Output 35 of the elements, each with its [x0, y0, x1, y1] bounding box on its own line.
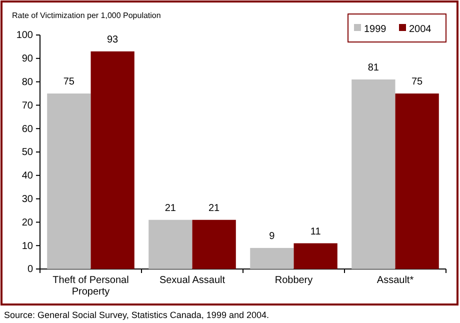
y-tick-label: 40: [22, 170, 34, 182]
y-tick-label: 100: [16, 30, 34, 42]
y-tick-label: 10: [22, 240, 34, 252]
bar: [395, 94, 439, 269]
data-label: 81: [368, 62, 380, 74]
data-label: 75: [63, 76, 75, 88]
data-label: 21: [164, 202, 176, 214]
data-label: 21: [208, 202, 220, 214]
y-tick-label: 30: [22, 194, 34, 205]
x-tick-label: Robbery: [274, 275, 313, 286]
data-label: 75: [412, 76, 424, 88]
y-axis-title: Rate of Victimization per 1,000 Population: [12, 11, 161, 20]
x-tick-label: Theft of Personal Property: [52, 275, 129, 298]
y-tick-label: 0: [27, 264, 34, 276]
source-note: Source: General Social Survey, Statistics Canada, 1999 and 2004.: [4, 310, 269, 320]
y-tick-label: 70: [22, 100, 34, 112]
legend-label: 1999: [364, 24, 387, 35]
bar: [352, 79, 396, 269]
y-tick-label: 80: [22, 77, 34, 88]
bar: [90, 51, 134, 269]
bar: [148, 220, 192, 269]
y-tick-label: 90: [22, 54, 34, 65]
y-tick-label: 60: [22, 124, 34, 135]
bar: [250, 248, 294, 269]
bar: [294, 243, 338, 269]
x-tick-label: Sexual Assault: [159, 275, 226, 286]
bar: [47, 94, 91, 269]
legend-label: 2004: [409, 24, 432, 35]
y-tick-label: 20: [22, 217, 34, 228]
bar: [192, 220, 236, 269]
data-label: 11: [310, 226, 322, 238]
y-tick-label: 50: [22, 147, 34, 158]
data-label: 93: [107, 34, 119, 46]
x-tick-label: Assault*: [376, 275, 414, 286]
data-label: 9: [269, 230, 276, 242]
